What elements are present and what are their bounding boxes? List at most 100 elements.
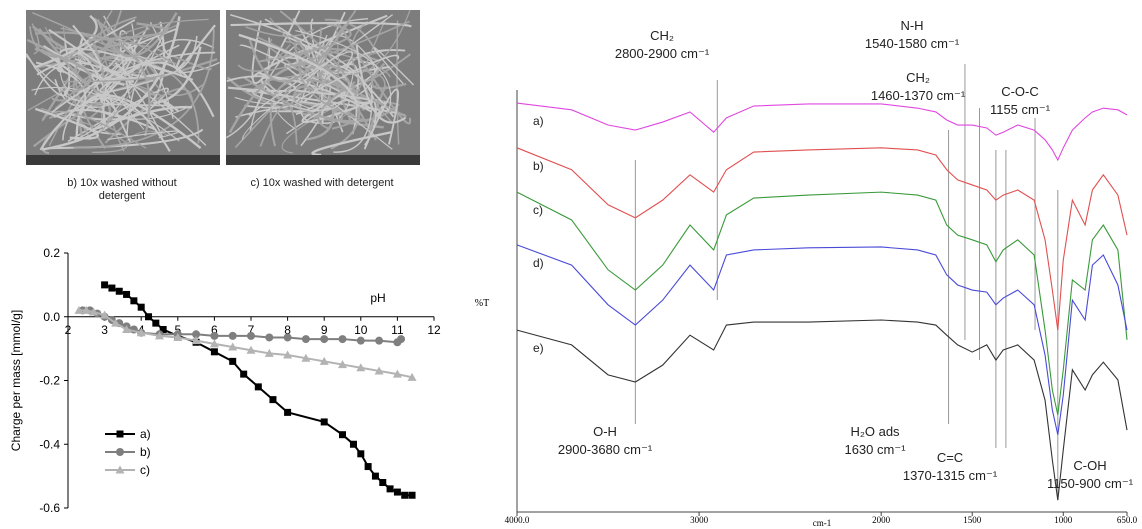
marker: [247, 331, 255, 340]
image-info-bar: [226, 155, 420, 165]
x-tick-label: 3000: [690, 515, 709, 525]
fiber: [251, 10, 301, 85]
x-tick-label: 10: [354, 323, 368, 337]
marker: [89, 307, 99, 316]
x-tick-label: 8: [284, 323, 291, 337]
fiber: [34, 47, 92, 94]
fiber: [98, 61, 215, 118]
fiber: [34, 31, 151, 137]
y-tick-label: -0.2: [39, 374, 60, 388]
marker: [374, 366, 384, 375]
marker: [136, 328, 146, 337]
fiber: [259, 22, 352, 63]
marker: [407, 372, 417, 381]
legend-label: b): [140, 445, 151, 459]
marker: [393, 488, 401, 496]
fiber: [279, 10, 361, 150]
marker: [401, 491, 409, 499]
marker: [375, 336, 384, 345]
series-line: [78, 309, 413, 379]
marker: [228, 342, 238, 351]
fiber: [259, 103, 298, 147]
marker: [338, 360, 347, 369]
annotation-text: 1630 cm⁻¹: [844, 442, 906, 457]
annotation-text: 1155 cm⁻¹: [990, 102, 1051, 117]
fiber: [83, 32, 165, 108]
annotation-text: 1460-1370 cm⁻¹: [871, 88, 966, 103]
marker: [210, 331, 219, 340]
x-tick-label: 6: [211, 323, 218, 337]
marker: [301, 335, 310, 344]
marker: [397, 335, 406, 344]
marker: [115, 465, 125, 474]
annotation-text: 1150-900 cm⁻¹: [1047, 476, 1134, 491]
fiber: [248, 21, 350, 83]
fiber: [107, 130, 180, 141]
annotation-text: C-OH: [1073, 458, 1106, 473]
y-axis-title: %T: [475, 298, 489, 309]
spectrum-line: [516, 319, 1128, 501]
fiber: [295, 89, 373, 104]
image-caption: b) 10x washed without detergent: [67, 177, 177, 202]
fiber: [333, 85, 373, 153]
marker: [100, 310, 110, 319]
marker: [284, 408, 292, 416]
annotation-text: CH₂: [906, 70, 930, 85]
fiber: [226, 37, 271, 139]
fiber: [78, 51, 145, 130]
y-tick-label: 0.2: [43, 246, 60, 260]
annotation-text: C-O-C: [1001, 84, 1039, 99]
marker: [283, 350, 293, 359]
fiber: [325, 35, 375, 65]
fiber: [295, 54, 400, 102]
marker: [101, 281, 109, 289]
marker: [145, 313, 153, 321]
marker: [123, 290, 131, 298]
fiber: [295, 60, 378, 116]
marker: [283, 333, 292, 342]
fiber: [99, 44, 180, 93]
marker: [159, 326, 167, 333]
fiber: [104, 18, 209, 67]
marker: [130, 297, 138, 305]
series-line: [104, 283, 413, 497]
marker: [191, 336, 201, 345]
fiber: [238, 33, 359, 108]
y-tick-label: 0.0: [43, 310, 60, 324]
series-label: c): [533, 203, 543, 217]
fiber: [44, 26, 66, 51]
marker: [356, 336, 365, 345]
marker: [228, 331, 237, 340]
fiber: [42, 16, 181, 151]
fiber: [336, 20, 412, 125]
x-tick-label: 1500: [963, 515, 982, 525]
fiber: [265, 69, 355, 111]
marker: [408, 491, 416, 499]
image-caption: c) 10x washed with detergent: [250, 177, 394, 189]
x-axis-title: cm-1: [813, 518, 832, 528]
annotation-text: 1370-1315 cm⁻¹: [903, 468, 998, 483]
legend-label: c): [140, 463, 150, 477]
fiber: [31, 86, 180, 142]
marker: [137, 303, 145, 311]
x-tick-label: 11: [391, 323, 404, 337]
fiber: [269, 10, 411, 75]
marker: [116, 430, 124, 438]
x-tick-label: 9: [321, 323, 328, 337]
marker: [371, 472, 379, 480]
fiber: [40, 107, 128, 154]
fiber: [149, 21, 183, 77]
marker: [115, 287, 123, 295]
fiber: [51, 51, 216, 113]
marker: [265, 333, 274, 342]
sem-image: [26, 10, 220, 165]
fiber: [317, 81, 356, 130]
annotation-text: N-H: [900, 18, 923, 33]
fiber: [75, 93, 202, 149]
annotation-text: 2800-2900 cm⁻¹: [615, 46, 710, 61]
fiber: [107, 55, 174, 120]
annotation-text: 2900-3680 cm⁻¹: [558, 442, 653, 457]
series-label: a): [533, 114, 544, 128]
annotation-text: 1540-1580 cm⁻¹: [865, 36, 960, 51]
fiber: [243, 76, 400, 123]
